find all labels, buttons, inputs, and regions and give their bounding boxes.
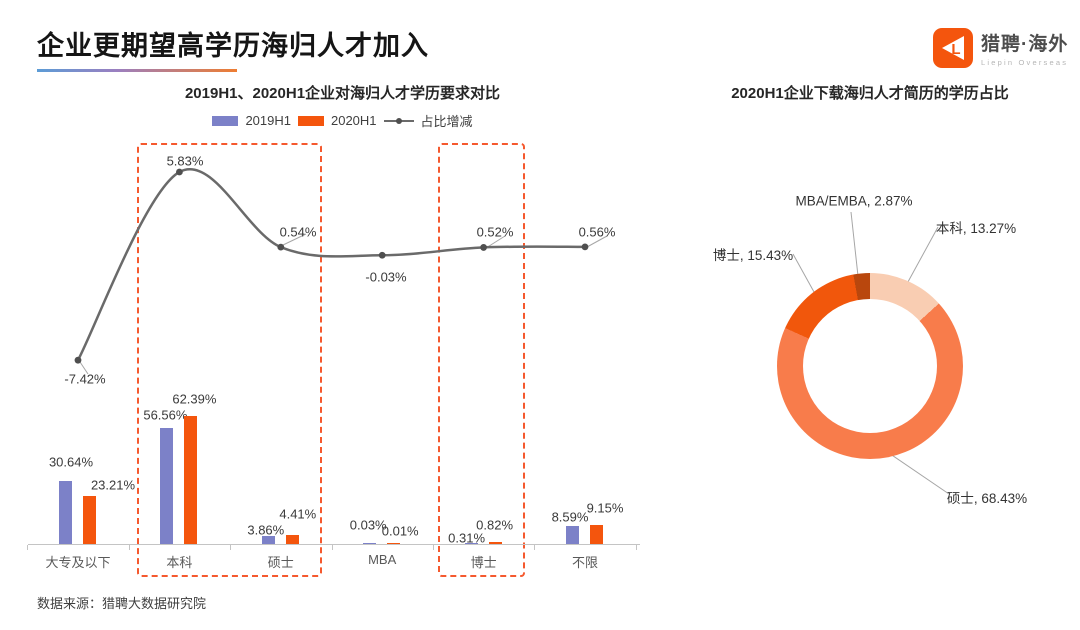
line-point-硕士 bbox=[277, 243, 285, 251]
donut-chart: 2020H1企业下载海归人才简历的学历占比 本科, 13.27% 硕士, 68.4… bbox=[660, 80, 1080, 550]
x-axis bbox=[28, 544, 640, 545]
bar-2020h1-本科 bbox=[184, 416, 198, 544]
bar-2019h1-不限 bbox=[566, 526, 579, 544]
line-value-大专及以下: -7.42% bbox=[64, 371, 106, 387]
bar-value-2019h1-不限: 8.59% bbox=[551, 509, 589, 525]
label-leader-line bbox=[586, 235, 608, 248]
line-point-MBA bbox=[378, 251, 386, 259]
bar-value-2020h1-硕士: 4.41% bbox=[279, 506, 317, 522]
axis-tick bbox=[331, 545, 333, 550]
bar-value-2020h1-博士: 0.82% bbox=[476, 517, 514, 533]
line-point-本科 bbox=[176, 168, 183, 176]
category-label-硕士: 硕士 bbox=[267, 555, 294, 570]
category-label-不限: 不限 bbox=[571, 555, 599, 570]
axis-tick bbox=[432, 545, 434, 550]
donut-label-博士: 博士, 15.43% bbox=[712, 248, 794, 263]
data-source: 数据来源：猎聘大数据研究院 bbox=[37, 596, 207, 611]
title-underline-accent bbox=[37, 69, 237, 72]
combo-chart-legend: 2019H1 2020H1 占比增减 bbox=[25, 111, 660, 130]
bar-value-2020h1-大专及以下: 23.21% bbox=[90, 477, 136, 493]
svg-text:L: L bbox=[951, 41, 960, 58]
line-point-博士 bbox=[480, 244, 487, 251]
category-label-本科: 本科 bbox=[166, 555, 193, 570]
bar-value-2019h1-本科: 56.56% bbox=[143, 407, 188, 423]
line-value-本科: 5.83% bbox=[166, 153, 204, 169]
bar-value-2019h1-硕士: 3.86% bbox=[247, 522, 285, 538]
bar-value-2020h1-本科: 62.39% bbox=[172, 391, 217, 407]
bar-value-2019h1-博士: 0.31% bbox=[448, 530, 486, 546]
bar-2019h1-本科 bbox=[160, 428, 174, 544]
logo-name-en: Liepin Overseas bbox=[981, 58, 1069, 67]
bar-value-2020h1-不限: 9.15% bbox=[586, 500, 624, 516]
line-point-大专及以下 bbox=[74, 356, 82, 364]
donut-label-本科: 本科, 13.27% bbox=[935, 221, 1017, 236]
logo-text: 猎聘·海外 Liepin Overseas bbox=[981, 29, 1068, 67]
donut-leader-lines bbox=[792, 211, 950, 495]
donut-label-MBA/EMBA: MBA/EMBA, 2.87% bbox=[795, 193, 913, 209]
donut-chart-title: 2020H1企业下载海归人才简历的学历占比 bbox=[731, 85, 1009, 102]
bar-value-2020h1-MBA: 0.01% bbox=[381, 523, 419, 539]
category-label-博士: 博士 bbox=[470, 555, 497, 570]
difference-line-path bbox=[76, 168, 586, 361]
liepin-logo-icon: L bbox=[933, 28, 973, 68]
line-value-硕士: 0.54% bbox=[279, 224, 317, 240]
legend-label-2019h1: 2019H1 bbox=[245, 113, 291, 128]
axis-tick bbox=[27, 545, 29, 550]
bar-2019h1-博士 bbox=[464, 543, 478, 544]
category-label-大专及以下: 大专及以下 bbox=[45, 555, 111, 570]
difference-line-chart bbox=[74, 168, 608, 375]
label-leader-line bbox=[282, 233, 307, 246]
page-title: 企业更期望高学历海归人才加入 bbox=[37, 31, 429, 61]
axis-tick bbox=[230, 545, 232, 550]
donut-leader-本科 bbox=[902, 226, 939, 292]
combo-chart-plot: 30.64% 23.21% 大专及以下 -7.42% 56.56% 62.39% 本科 5.8… bbox=[25, 135, 660, 605]
bar-2019h1-大专及以下 bbox=[59, 481, 72, 544]
combo-chart-title: 2019H1、2020H1企业对海归人才学历要求对比 bbox=[184, 85, 501, 102]
bar-2019h1-MBA bbox=[363, 543, 377, 544]
bar-2019h1-硕士 bbox=[261, 536, 275, 544]
donut-label-硕士: 硕士, 68.43% bbox=[946, 491, 1028, 506]
bar-value-2019h1-大专及以下: 30.64% bbox=[48, 454, 94, 470]
bar-value-2019h1-MBA: 0.03% bbox=[349, 517, 387, 533]
logo-name-cn: 猎聘·海外 bbox=[981, 34, 1069, 55]
axis-tick bbox=[128, 545, 130, 550]
donut-hole bbox=[803, 299, 937, 433]
bar-2020h1-博士 bbox=[488, 542, 502, 544]
bar-2020h1-大专及以下 bbox=[83, 496, 96, 544]
donut-leader-MBA/EMBA bbox=[850, 211, 859, 277]
legend-swatch-2020h1 bbox=[297, 115, 324, 126]
line-value-博士: 0.52% bbox=[476, 224, 514, 240]
highlight-box-boshi bbox=[438, 143, 525, 577]
legend-swatch-2019h1 bbox=[212, 115, 239, 126]
line-value-MBA: -0.03% bbox=[365, 269, 407, 285]
axis-tick bbox=[534, 545, 536, 550]
legend-line-glyph bbox=[383, 116, 414, 126]
legend-label-2020h1: 2020H1 bbox=[330, 113, 377, 128]
bar-2020h1-不限 bbox=[590, 525, 603, 544]
line-value-不限: 0.56% bbox=[578, 224, 616, 240]
bar-2020h1-硕士 bbox=[285, 535, 299, 544]
highlight-box-benke-shuoshi bbox=[137, 143, 322, 577]
category-label-MBA: MBA bbox=[368, 552, 397, 567]
liepin-logo: L 猎聘·海外 Liepin Overseas bbox=[933, 28, 1068, 68]
legend-label-line: 占比增减 bbox=[420, 114, 473, 129]
label-leader-line bbox=[79, 361, 89, 375]
bar-2020h1-MBA bbox=[387, 543, 401, 544]
axis-tick bbox=[635, 545, 637, 550]
line-point-不限 bbox=[581, 243, 589, 251]
